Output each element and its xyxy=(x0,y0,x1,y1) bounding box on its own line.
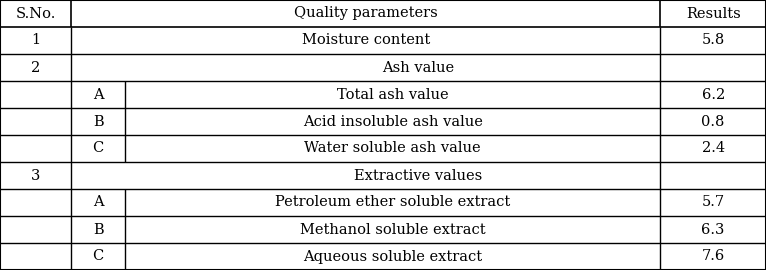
Text: Ash value: Ash value xyxy=(382,60,455,75)
Text: Quality parameters: Quality parameters xyxy=(294,6,437,21)
Text: 6.3: 6.3 xyxy=(702,222,725,237)
Text: 5.8: 5.8 xyxy=(702,33,725,48)
Text: Moisture content: Moisture content xyxy=(302,33,430,48)
Text: Extractive values: Extractive values xyxy=(355,168,483,183)
Text: B: B xyxy=(93,222,103,237)
Text: 5.7: 5.7 xyxy=(702,195,725,210)
Text: 0.8: 0.8 xyxy=(702,114,725,129)
Text: Water soluble ash value: Water soluble ash value xyxy=(304,141,481,156)
Text: Total ash value: Total ash value xyxy=(337,87,448,102)
Text: C: C xyxy=(93,141,103,156)
Text: 7.6: 7.6 xyxy=(702,249,725,264)
Text: 1: 1 xyxy=(31,33,40,48)
Text: 3: 3 xyxy=(31,168,41,183)
Text: B: B xyxy=(93,114,103,129)
Text: Acid insoluble ash value: Acid insoluble ash value xyxy=(303,114,483,129)
Text: S.No.: S.No. xyxy=(15,6,56,21)
Text: Petroleum ether soluble extract: Petroleum ether soluble extract xyxy=(275,195,510,210)
Text: 2.4: 2.4 xyxy=(702,141,725,156)
Text: 2: 2 xyxy=(31,60,41,75)
Text: Methanol soluble extract: Methanol soluble extract xyxy=(300,222,486,237)
Text: 6.2: 6.2 xyxy=(702,87,725,102)
Text: Aqueous soluble extract: Aqueous soluble extract xyxy=(303,249,482,264)
Text: C: C xyxy=(93,249,103,264)
Text: A: A xyxy=(93,87,103,102)
Text: Results: Results xyxy=(686,6,741,21)
Text: A: A xyxy=(93,195,103,210)
